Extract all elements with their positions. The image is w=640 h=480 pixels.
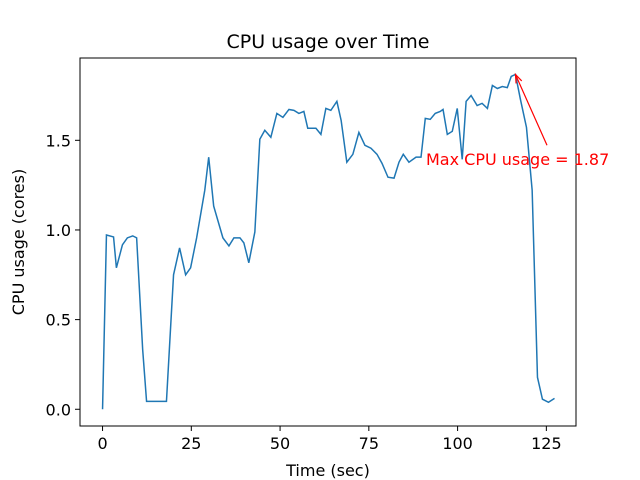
- y-tick-label: 0.0: [46, 400, 71, 419]
- x-tick-label: 25: [181, 434, 201, 453]
- x-axis-label: Time (sec): [285, 461, 370, 480]
- x-tick-label: 100: [442, 434, 473, 453]
- x-tick-label: 0: [97, 434, 107, 453]
- annotation-arrowhead: [514, 72, 523, 84]
- x-tick-label: 75: [359, 434, 379, 453]
- y-tick-label: 0.5: [46, 311, 71, 330]
- plot-frame: [79, 57, 577, 427]
- x-tick-label: 125: [531, 434, 562, 453]
- y-tick-label: 1.0: [46, 221, 71, 240]
- chart-title: CPU usage over Time: [227, 31, 430, 53]
- data-line: [101, 73, 555, 410]
- x-tick-label: 50: [270, 434, 290, 453]
- annotation-arrow: [514, 74, 548, 146]
- annotation-text: Max CPU usage = 1.87: [426, 150, 609, 169]
- y-tick-label: 1.5: [46, 131, 71, 150]
- y-axis-label: CPU usage (cores): [9, 169, 28, 315]
